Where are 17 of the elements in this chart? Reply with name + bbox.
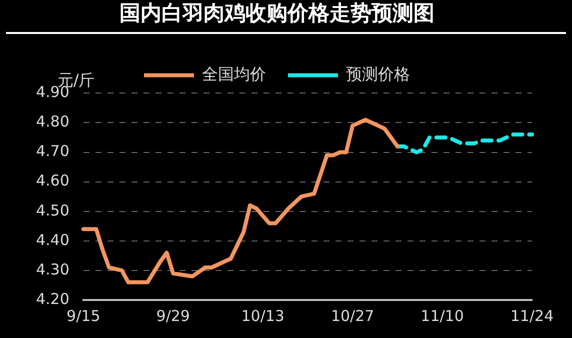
y-tick-label: 4.20 (36, 290, 70, 308)
chart-title: 国内白羽肉鸡收购价格走势预测图 (120, 1, 434, 26)
legend-label: 预测价格 (346, 64, 410, 84)
y-tick-label: 4.30 (36, 260, 70, 278)
y-tick-label: 4.40 (36, 230, 70, 249)
x-tick-label: 9/15 (66, 306, 100, 325)
x-tick-label: 9/29 (156, 306, 190, 325)
legend-label: 全国均价 (202, 64, 266, 84)
line-series (395, 132, 534, 154)
x-tick-label: 11/10 (420, 306, 464, 325)
y-tick-label: 4.50 (36, 201, 70, 220)
x-tick-label: 11/24 (510, 306, 554, 325)
y-tick-label: 4.60 (36, 172, 70, 190)
y-tick-label: 4.70 (36, 142, 70, 160)
x-tick-label: 10/27 (330, 306, 374, 325)
y-tick-label: 4.80 (36, 112, 70, 131)
x-tick-label: 10/13 (241, 306, 284, 325)
